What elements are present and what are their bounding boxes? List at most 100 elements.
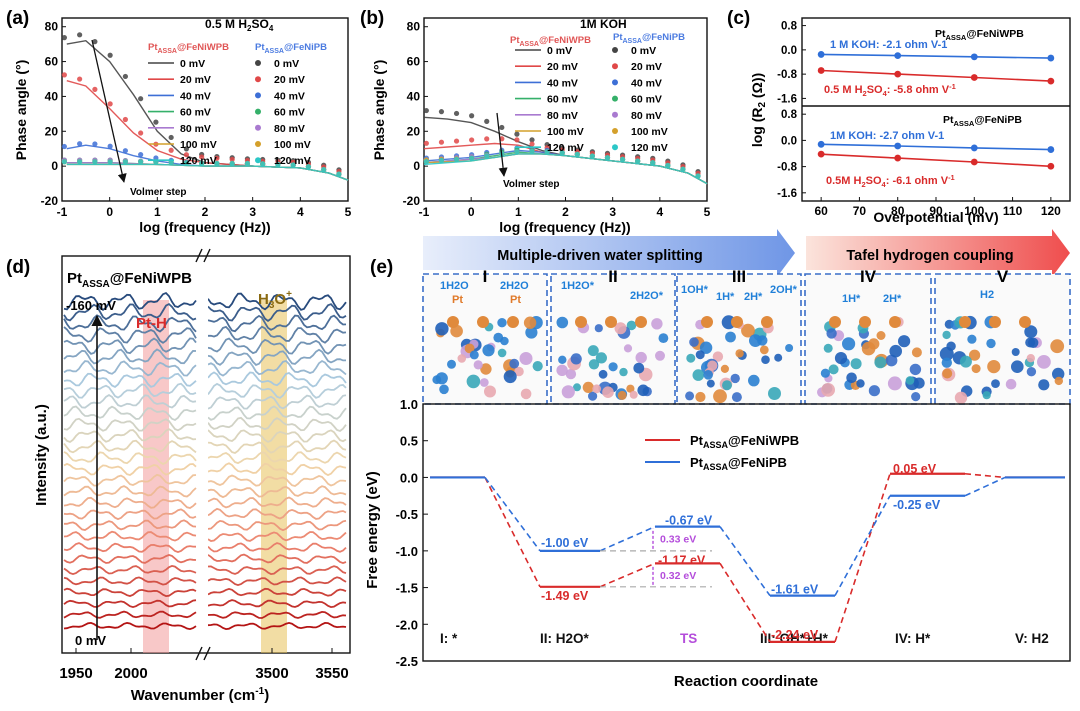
series-point — [229, 160, 235, 167]
atom — [651, 318, 663, 330]
legend-line-label: 40 mV — [180, 90, 211, 102]
c-series-point — [970, 158, 978, 166]
legend-line-label: 0 mV — [180, 58, 205, 70]
spectrum-trace — [207, 394, 347, 410]
atom — [889, 344, 902, 358]
pt-atom — [829, 316, 841, 328]
legend-line-label: 120 mV — [547, 142, 584, 154]
series-point — [484, 153, 490, 159]
x-axis-label-c: Overpotential (mV) — [873, 209, 998, 225]
y-axis-label-a: Phase angle (°) — [13, 60, 29, 161]
series-point — [61, 72, 67, 78]
value-label-red: -2.24 eV — [771, 628, 819, 642]
atom — [623, 344, 633, 353]
y-tick-label: -0.8 — [777, 69, 797, 81]
legend-dot-label: 20 mV — [631, 61, 662, 73]
atom — [595, 352, 608, 364]
atom — [532, 361, 543, 372]
banner-tafel — [806, 229, 1070, 277]
atom — [588, 359, 600, 370]
atom — [473, 360, 483, 370]
atom — [565, 368, 577, 380]
atom — [876, 331, 886, 340]
legend-dot-label: 0 mV — [631, 45, 656, 57]
x-tick-label: 4 — [297, 205, 304, 219]
band-label-h3o: H3O+ — [258, 289, 292, 311]
atom — [480, 363, 492, 375]
legend-header-dots-b: PtASSA@FeNiPB — [613, 32, 685, 45]
atom — [1054, 376, 1064, 386]
x-tick-label: 0 — [468, 205, 475, 219]
atom — [457, 354, 467, 363]
atom — [939, 346, 954, 361]
series-point — [321, 166, 327, 173]
spectrum-trace — [63, 372, 197, 388]
series-point — [469, 137, 475, 143]
spectrum-trace — [207, 610, 347, 619]
value-label-blue: -0.67 eV — [665, 513, 713, 527]
y-tick-label: 40 — [407, 89, 421, 103]
spectrum-trace — [207, 621, 347, 631]
spectrum-trace — [207, 553, 347, 565]
legend-dot-label: 80 mV — [631, 110, 662, 122]
atom — [626, 320, 637, 331]
atom — [469, 350, 479, 360]
c-series-point — [894, 142, 902, 150]
series-point — [260, 161, 266, 167]
spectrum-trace — [208, 325, 347, 344]
legend-line-label: 0 mV — [547, 45, 572, 57]
y-tick-label: 20 — [407, 124, 421, 138]
atom — [614, 322, 627, 335]
series-point — [122, 148, 128, 154]
atom — [658, 333, 669, 343]
structure-panel — [550, 273, 676, 405]
atom — [561, 385, 575, 399]
atom — [909, 363, 922, 376]
atom — [439, 384, 449, 395]
banner-water-splitting — [423, 229, 795, 277]
c-series-line — [821, 153, 1051, 168]
y-tick-label: 60 — [407, 55, 421, 69]
legend-dot-swatch — [612, 111, 618, 118]
legend-dot-swatch — [255, 157, 261, 164]
spectrum-trace — [63, 360, 197, 377]
atom — [519, 352, 533, 365]
y-tick-label: 0 — [413, 159, 420, 173]
panel-label-c: (c) — [727, 8, 750, 29]
spectrum-trace — [63, 621, 197, 631]
x-tick-label: 5 — [704, 205, 711, 219]
y-tick-label: 60 — [45, 55, 59, 69]
atom — [497, 318, 507, 328]
spectrum-trace — [63, 576, 197, 586]
value-label-red: -1.49 eV — [541, 589, 589, 603]
series-point — [122, 73, 128, 80]
y-axis-label-c: log (R2 (Ω)) — [749, 73, 768, 147]
series-point — [695, 173, 701, 179]
series-point — [680, 166, 686, 172]
series-point — [650, 160, 656, 166]
structure-panel — [934, 273, 1071, 405]
legend-dot-swatch — [255, 108, 261, 115]
series-point — [559, 150, 565, 156]
atom — [761, 355, 770, 365]
panel-label-e: (e) — [370, 257, 393, 278]
energy-connector — [834, 473, 891, 643]
series-point — [574, 151, 580, 157]
series-point — [589, 153, 595, 159]
atom — [967, 334, 977, 344]
spectrum-trace — [63, 291, 197, 312]
atom — [695, 391, 706, 403]
atom — [703, 370, 713, 380]
spectrum-trace — [207, 416, 347, 433]
legend-line-label: 80 mV — [547, 110, 578, 122]
series-point — [514, 137, 520, 143]
pt-atom — [761, 316, 773, 328]
banner-right-label: Tafel hydrogen coupling — [846, 248, 1013, 264]
panel-label-a: (a) — [6, 8, 29, 29]
legend-line-label: 60 mV — [180, 107, 211, 119]
spectrum-trace — [207, 359, 347, 377]
panel-c: (c) 60 70 80 90 100 110 120 0.8 0.0 -0.8 -1.6 0.8 0.… — [727, 8, 1071, 225]
atom — [911, 392, 921, 402]
atom — [834, 352, 848, 365]
series-point — [529, 137, 535, 143]
